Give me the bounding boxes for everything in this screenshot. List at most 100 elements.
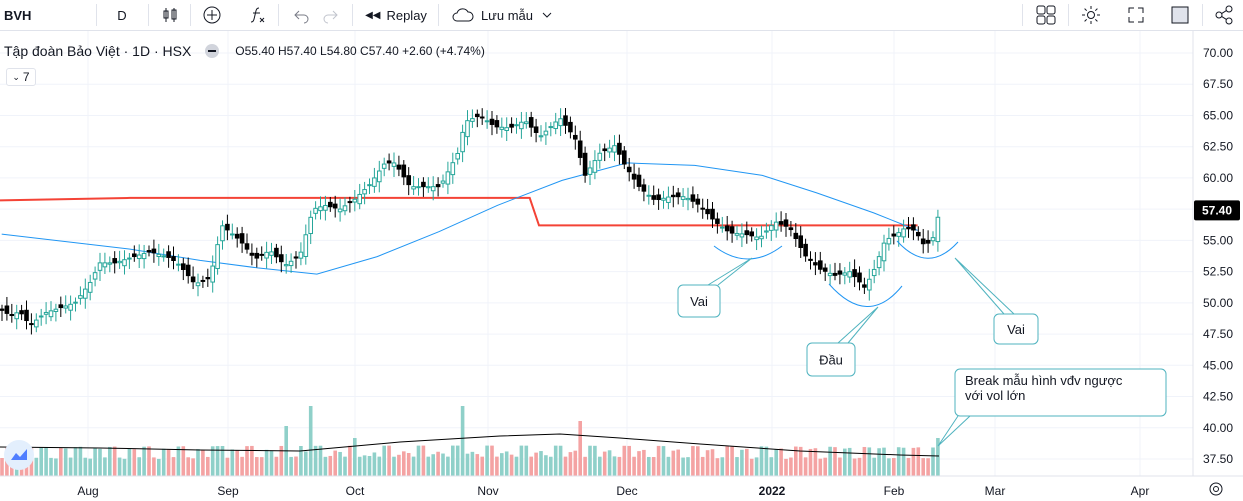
candle-body: [249, 252, 255, 256]
candle-body: [9, 314, 15, 317]
candle-style-button[interactable]: [156, 0, 184, 30]
candle-body: [661, 197, 666, 201]
candle-body: [871, 268, 877, 277]
fx-indicator-button[interactable]: [243, 0, 271, 30]
volume-bar: [813, 448, 818, 476]
volume-bar: [68, 457, 73, 476]
collapse-legend-button[interactable]: [205, 44, 220, 58]
left-shoulder-arc: [713, 245, 783, 260]
time-tick-label: Oct: [346, 484, 365, 498]
candle-body: [700, 207, 706, 210]
volume-bar: [911, 447, 916, 476]
volume-bar: [348, 445, 352, 476]
volume-bar: [157, 458, 161, 476]
indicators-button[interactable]: [198, 0, 226, 30]
volume-bar: [877, 448, 881, 476]
candle-body: [83, 288, 88, 299]
price-tick-label: 42.50: [1203, 390, 1233, 404]
candle-body: [73, 301, 78, 304]
volume-bar: [710, 449, 715, 476]
snapshot-button[interactable]: [1166, 0, 1194, 30]
tradingview-logo[interactable]: [4, 440, 34, 470]
breakout-label-box: [954, 368, 1167, 417]
price-tick-label: 45.00: [1203, 358, 1233, 372]
chart-settings-button[interactable]: [1209, 482, 1223, 496]
candle-body: [401, 164, 407, 178]
volume-bar: [201, 450, 205, 476]
interval-button[interactable]: D: [117, 7, 127, 23]
undo-button[interactable]: [288, 0, 316, 30]
settings-button[interactable]: [1077, 0, 1105, 30]
volume-bar: [843, 448, 847, 476]
price-tick-label: 37.50: [1203, 452, 1233, 466]
right-shoulder-arc: [896, 240, 959, 259]
volume-bar: [225, 457, 230, 476]
symbol-search-button[interactable]: BVH: [4, 7, 32, 23]
candle-body: [298, 251, 304, 259]
volume-bar: [392, 456, 396, 476]
candle-body: [494, 120, 500, 128]
candle-body: [710, 208, 715, 220]
volume-bar: [235, 450, 239, 476]
candle-body: [210, 265, 215, 283]
candle-body: [690, 194, 696, 202]
candle-body: [146, 250, 152, 253]
candle-body: [475, 113, 480, 118]
volume-bar: [549, 456, 553, 476]
volume-bar: [514, 456, 519, 476]
candle-body: [176, 263, 181, 266]
volume-bar: [161, 448, 166, 476]
volume-bar: [78, 446, 83, 476]
indicators-toggle[interactable]: ⌄ 7: [6, 68, 36, 86]
volume-bar: [926, 458, 930, 476]
share-button[interactable]: [1210, 0, 1238, 30]
volume-bar: [892, 458, 896, 476]
candle-body: [303, 234, 309, 257]
candle-body: [127, 257, 132, 260]
volume-bar: [215, 446, 220, 476]
candle-body: [827, 272, 833, 277]
volume-bar: [607, 450, 612, 476]
time-axis[interactable]: Aug Sep Oct Nov Dec 2022 Feb Mar Apr: [77, 484, 1149, 498]
head-label-box: [806, 342, 856, 377]
fullscreen-button[interactable]: [1122, 0, 1150, 30]
volume-bar: [509, 454, 514, 476]
volume-bar: [367, 456, 372, 476]
candle-body: [509, 123, 514, 128]
volume-bar: [504, 451, 509, 476]
volume-bar: [171, 457, 176, 476]
save-layout-button[interactable]: Lưu mẫu: [446, 0, 558, 30]
layouts-button[interactable]: [1032, 0, 1060, 30]
volume-bar: [612, 456, 617, 476]
volume-bar: [451, 445, 455, 476]
volume-bar: [500, 453, 504, 476]
volume-bar: [39, 447, 43, 476]
candle-body: [68, 303, 73, 311]
head-label-text: Đầu: [819, 353, 843, 368]
volume-bar: [416, 445, 421, 476]
candle-body: [798, 235, 804, 248]
candle-body: [313, 207, 318, 214]
volume-bar: [34, 457, 39, 476]
volume-bar: [127, 448, 132, 476]
replay-button[interactable]: ◀◀ Replay: [360, 0, 432, 30]
volume-bar: [382, 445, 386, 476]
volume-bar: [896, 447, 901, 476]
candle-body: [813, 262, 818, 266]
volume-bar: [343, 456, 347, 476]
volume-bar: [485, 445, 489, 476]
volume-bar: [705, 450, 710, 476]
candle-body: [220, 225, 225, 242]
volume-bar: [455, 445, 460, 476]
volume-bars: [0, 406, 940, 476]
candle-body: [896, 232, 902, 237]
price-tick-label: 55.00: [1203, 233, 1233, 247]
right-shoulder-label-box: [993, 313, 1039, 345]
redo-button[interactable]: [316, 0, 344, 30]
candle-body: [195, 282, 201, 287]
candle-body: [97, 262, 103, 271]
volume-bar: [220, 446, 225, 476]
candle-body: [793, 232, 799, 240]
candle-body: [920, 238, 926, 245]
